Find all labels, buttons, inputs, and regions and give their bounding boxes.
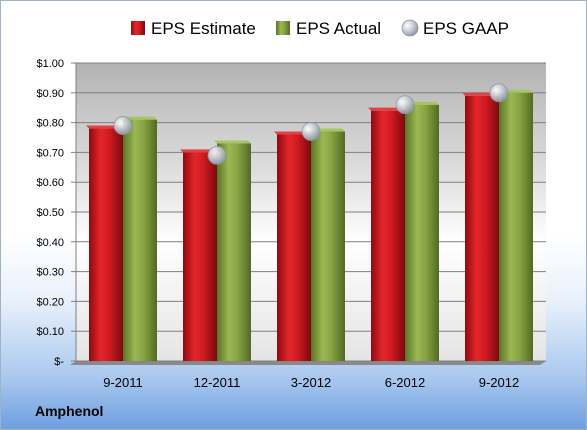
bar-eps-actual-top [214,140,251,144]
y-tick-label: $0.10 [36,326,64,338]
y-tick-label: $- [54,356,64,368]
bar-eps-actual [405,104,439,361]
bar-eps-estimate [465,95,499,361]
plot-floor [70,361,546,365]
company-name: Amphenol [35,403,104,419]
y-tick-label: $0.30 [36,267,64,279]
y-tick-label: $0.40 [36,237,64,249]
bar-eps-estimate [183,152,217,361]
y-tick-label: $0.50 [36,207,64,219]
marker-eps-gaap [113,116,133,135]
y-tick-label: $0.90 [36,88,64,100]
legend-swatch [401,19,419,37]
legend-label: EPS Actual [296,19,381,38]
bar-eps-estimate [371,110,405,362]
bar-eps-estimate [89,128,123,361]
bar-eps-estimate-top [368,107,405,111]
marker-eps-gaap [207,145,227,165]
legend-item-3: EPS GAAP [401,19,509,38]
legend-label: EPS GAAP [423,19,509,38]
marker-eps-gaap [489,83,509,103]
x-tick-label: 9-2012 [479,375,519,390]
legend-swatch [276,21,290,35]
legend-swatch [131,21,145,35]
x-tick-label: 3-2012 [291,375,331,390]
bar-eps-actual [123,119,157,362]
x-tick-label: 6-2012 [385,375,425,390]
marker-eps-gaap [395,95,415,115]
bar-eps-actual [499,92,533,362]
legend-item-2: EPS Actual [276,19,381,38]
y-tick-label: $0.20 [36,296,64,308]
bar-eps-actual [217,143,251,361]
legend-item-1: EPS Estimate [131,19,256,38]
y-tick-label: $0.60 [36,177,64,189]
y-tick-label: $0.70 [36,147,64,159]
marker-eps-gaap [301,122,321,141]
bar-eps-estimate [277,134,311,361]
y-tick-label: $0.80 [36,118,64,130]
bar-eps-actual [311,131,345,361]
legend-label: EPS Estimate [151,19,256,38]
x-tick-label: 12-2011 [194,375,241,390]
x-tick-label: 9-2011 [103,375,143,390]
y-tick-label: $1.00 [36,58,64,70]
bar-eps-estimate-top [180,149,217,153]
